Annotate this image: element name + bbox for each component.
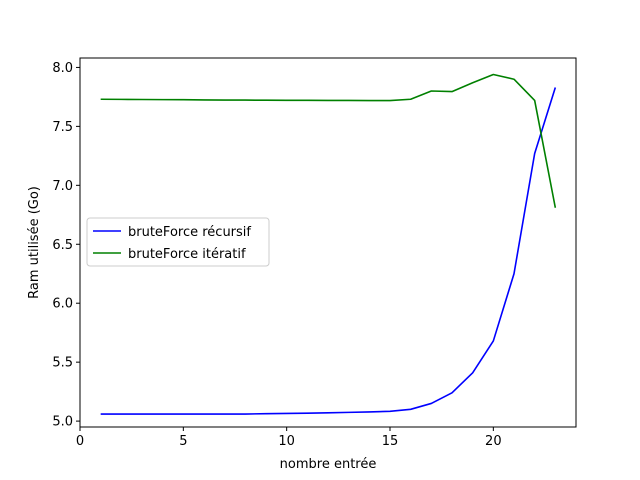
x-axis-label: nombre entrée [280,457,377,472]
series-line-2 [100,73,557,208]
series-layer [100,73,557,415]
legend: bruteForce récursif bruteForce itératif [86,217,270,267]
legend-label-1: bruteForce récursif [128,225,251,240]
x-tick-label: 5 [179,434,187,449]
y-axis: 5.0 5.5 6.0 6.5 7.0 7.5 8.0 [52,61,80,430]
y-tick-label: 6.5 [52,238,73,253]
y-axis-label: Ram utilisée (Go) [27,186,42,299]
x-tick-label: 10 [278,434,295,449]
x-tick-label: 20 [485,434,502,449]
y-tick-label: 7.5 [52,120,73,135]
y-tick-label: 6.0 [52,297,73,312]
y-tick-label: 5.0 [52,415,73,430]
legend-box [86,217,270,267]
x-axis: 0 5 10 15 20 [76,427,502,449]
x-tick-label: 15 [382,434,399,449]
series-line-1 [100,87,557,415]
y-tick-label: 5.5 [52,356,73,371]
legend-label-2: bruteForce itératif [128,247,246,262]
y-tick-label: 8.0 [52,61,73,76]
y-tick-label: 7.0 [52,179,73,194]
x-tick-label: 0 [76,434,84,449]
